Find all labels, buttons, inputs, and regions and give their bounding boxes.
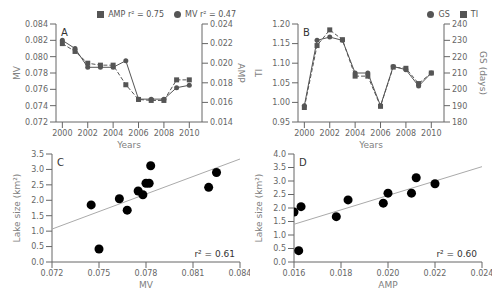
svg-text:2008: 2008 [154,129,174,138]
svg-text:0.016: 0.016 [283,269,306,278]
svg-text:0.078: 0.078 [25,69,48,78]
svg-text:2008: 2008 [396,129,416,138]
svg-text:2004: 2004 [345,129,365,138]
svg-text:2006: 2006 [370,129,390,138]
svg-text:0.072: 0.072 [25,118,48,127]
svg-text:1.15: 1.15 [272,39,290,48]
svg-text:Lake size (km²): Lake size (km²) [12,174,22,243]
svg-text:1.05: 1.05 [272,79,290,88]
svg-text:r² = 0.61: r² = 0.61 [194,249,235,259]
svg-text:MV: MV [139,280,154,288]
svg-text:0.95: 0.95 [272,118,290,127]
svg-text:0.022: 0.022 [424,269,447,278]
svg-text:A: A [61,27,68,38]
svg-text:230: 230 [452,36,467,45]
svg-text:4.0: 4.0 [273,150,286,159]
svg-text:C: C [57,157,64,168]
svg-text:0.024: 0.024 [471,269,492,278]
svg-text:0.018: 0.018 [330,269,353,278]
svg-text:Years: Years [116,140,141,148]
svg-text:2.5: 2.5 [31,181,44,190]
html-text:AMP r² = 0.75: AMP r² = 0.75 [108,10,164,19]
svg-text:0.014: 0.014 [210,118,233,127]
svg-text:0.078: 0.078 [135,269,158,278]
html-text:TI: TI [470,10,478,19]
svg-text:0.081: 0.081 [182,269,205,278]
svg-text:220: 220 [452,53,467,62]
svg-text:1.20: 1.20 [272,20,290,29]
svg-text:0.084: 0.084 [25,20,48,29]
svg-text:D: D [299,157,307,168]
svg-text:0.0: 0.0 [273,258,286,267]
svg-text:AMP: AMP [236,63,246,83]
svg-text:0.022: 0.022 [210,39,233,48]
svg-text:2000: 2000 [294,129,314,138]
svg-text:2002: 2002 [78,129,98,138]
svg-text:0.024: 0.024 [210,20,233,29]
svg-text:0.076: 0.076 [25,85,48,94]
svg-text:1.5: 1.5 [273,217,286,226]
svg-text:0.074: 0.074 [25,102,48,111]
svg-text:3.0: 3.0 [31,165,44,174]
svg-text:0.080: 0.080 [25,53,48,62]
svg-text:3.0: 3.0 [273,177,286,186]
svg-text:190: 190 [452,102,467,111]
svg-text:210: 210 [452,69,467,78]
svg-text:180: 180 [452,118,467,127]
svg-text:1.10: 1.10 [272,59,290,68]
svg-text:2010: 2010 [179,129,199,138]
svg-text:B: B [303,27,310,38]
svg-text:TI: TI [254,69,264,78]
svg-text:0.072: 0.072 [41,269,64,278]
svg-text:0.016: 0.016 [210,98,233,107]
svg-text:200: 200 [452,85,467,94]
svg-text:r² = 0.60: r² = 0.60 [436,249,477,259]
svg-text:2010: 2010 [421,129,441,138]
svg-text:2006: 2006 [128,129,148,138]
svg-text:1.0: 1.0 [273,231,286,240]
svg-text:0.018: 0.018 [210,79,233,88]
svg-text:0.075: 0.075 [88,269,111,278]
svg-text:Lake size (km²): Lake size (km²) [254,174,264,243]
svg-text:3.5: 3.5 [31,150,44,159]
svg-text:240: 240 [452,20,467,29]
svg-text:2004: 2004 [103,129,123,138]
svg-text:0.5: 0.5 [273,244,286,253]
svg-text:2.5: 2.5 [273,190,286,199]
svg-text:0.084: 0.084 [229,269,250,278]
svg-text:0.082: 0.082 [25,36,48,45]
svg-text:Years: Years [358,140,383,148]
svg-text:1.0: 1.0 [31,227,44,236]
svg-text:1.5: 1.5 [31,212,44,221]
svg-text:GS (days): GS (days) [478,51,488,95]
svg-text:0.0: 0.0 [31,258,44,267]
html-text:GS: GS [438,10,450,19]
svg-text:2.0: 2.0 [273,204,286,213]
svg-text:MV: MV [12,65,22,80]
html-text:MV r² = 0.47: MV r² = 0.47 [185,10,236,19]
svg-text:0.020: 0.020 [377,269,400,278]
svg-text:3.5: 3.5 [273,163,286,172]
svg-text:2.0: 2.0 [31,196,44,205]
svg-text:2000: 2000 [52,129,72,138]
svg-text:AMP: AMP [378,280,398,288]
svg-text:2002: 2002 [320,129,340,138]
svg-text:0.5: 0.5 [31,242,44,251]
svg-text:1.00: 1.00 [272,98,290,107]
svg-text:0.020: 0.020 [210,59,233,68]
